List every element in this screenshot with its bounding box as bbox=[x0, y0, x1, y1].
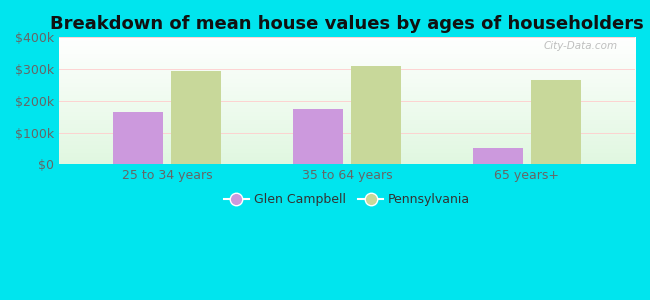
Bar bbox=[293, 109, 343, 164]
Bar bbox=[350, 66, 401, 164]
Bar bbox=[473, 148, 523, 164]
Bar bbox=[530, 80, 581, 164]
Bar bbox=[170, 70, 221, 164]
Title: Breakdown of mean house values by ages of householders: Breakdown of mean house values by ages o… bbox=[50, 15, 644, 33]
Bar bbox=[113, 112, 163, 164]
Text: City-Data.com: City-Data.com bbox=[543, 41, 618, 51]
Legend: Glen Campbell, Pennsylvania: Glen Campbell, Pennsylvania bbox=[218, 188, 475, 211]
